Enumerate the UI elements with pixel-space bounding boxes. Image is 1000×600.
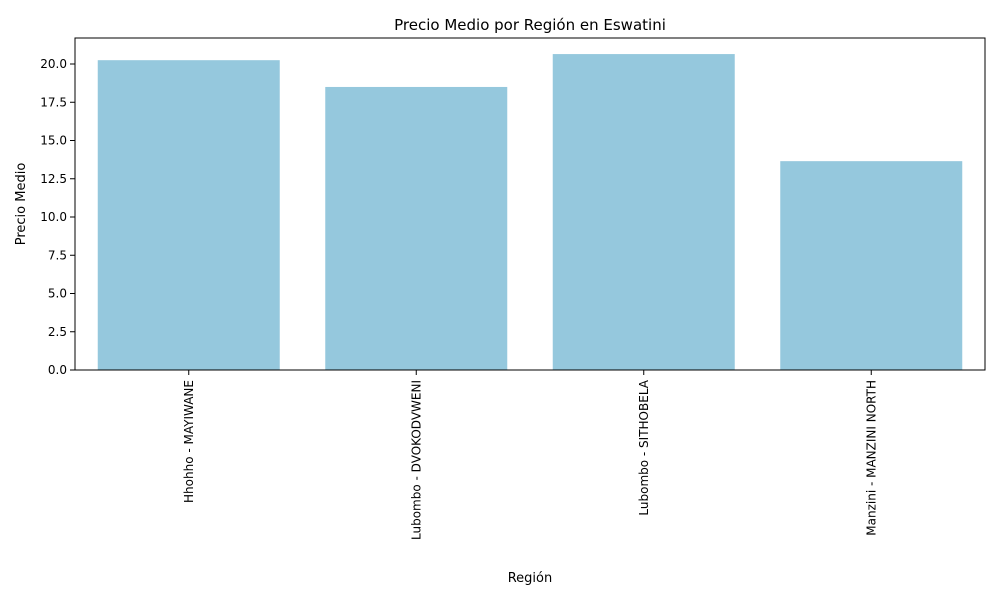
y-tick-label-2: 5.0 (48, 287, 67, 301)
x-axis-ticks: Hhohho - MAYIWANE Lubombo - DVOKODVWENI Lu… (182, 370, 878, 540)
bar-0 (97, 60, 280, 371)
plot-frame (74, 37, 986, 371)
y-axis-label: Precio Medio (14, 163, 29, 246)
bar-2 (552, 54, 735, 371)
x-tick-label-2: Lubombo - SITHOBELA (637, 379, 651, 515)
bar-3 (780, 161, 963, 370)
y-tick-label-5: 12.5 (40, 172, 67, 186)
chart-title: Precio Medio por Región en Eswatini (394, 16, 666, 34)
bars-group (97, 54, 963, 371)
y-tick-label-1: 2.5 (48, 325, 67, 339)
x-tick-label-0: Hhohho - MAYIWANE (182, 380, 196, 503)
y-axis-ticks: 0.0 2.5 5.0 7.5 10.0 12.5 15.0 17.5 20.0 (40, 57, 75, 377)
x-tick-label-3: Manzini - MANZINI NORTH (864, 380, 878, 536)
x-axis-label: Región (508, 571, 553, 586)
y-tick-label-8: 20.0 (40, 57, 67, 71)
y-tick-label-4: 10.0 (40, 210, 67, 224)
y-tick-label-7: 17.5 (40, 95, 67, 109)
y-tick-label-6: 15.0 (40, 134, 67, 148)
y-tick-label-0: 0.0 (48, 363, 67, 377)
bar-1 (325, 86, 508, 370)
y-tick-label-3: 7.5 (48, 248, 67, 262)
x-tick-label-1: Lubombo - DVOKODVWENI (409, 380, 423, 540)
